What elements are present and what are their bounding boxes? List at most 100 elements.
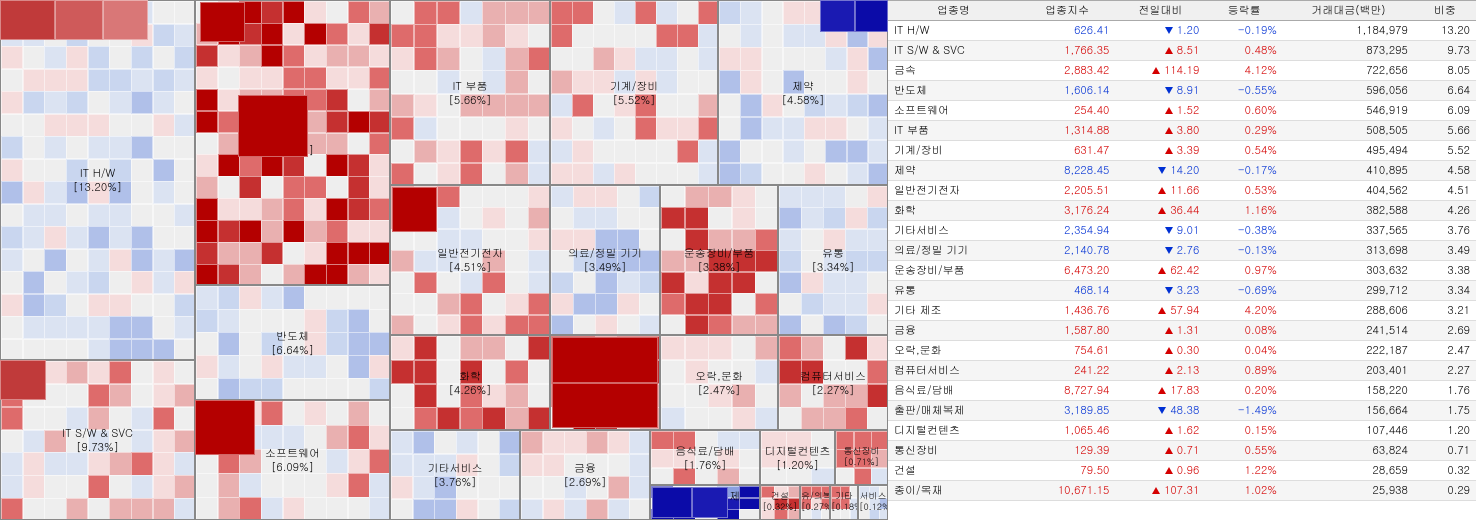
cell-pct: 0.15% [1205, 421, 1283, 441]
cell-index: 1,314.88 [1019, 121, 1115, 141]
treemap-cell[interactable]: 반도체[6.64%] [195, 285, 390, 400]
cell-weight: 3.21 [1414, 301, 1476, 321]
cell-name: 소프트웨어 [888, 101, 1019, 121]
triangle-up-icon [1165, 327, 1173, 334]
treemap-cell[interactable]: 기계/장비[5.52%] [550, 0, 718, 185]
triangle-up-icon [1165, 427, 1173, 434]
treemap-accent-tile [103, 0, 148, 40]
cell-delta: 107.31 [1115, 481, 1205, 501]
table-row[interactable]: IT H/W626.411.20-0.19%1,184,97913.20 [888, 21, 1476, 41]
cell-vol: 313,698 [1283, 241, 1414, 261]
cell-index: 1,587.80 [1019, 321, 1115, 341]
table-row[interactable]: 오락,문화754.610.300.04%222,1872.47 [888, 341, 1476, 361]
table-row[interactable]: 반도체1,606.148.91-0.55%596,0566.64 [888, 81, 1476, 101]
cell-vol: 25,938 [1283, 481, 1414, 501]
table-row[interactable]: 기타서비스2,354.949.01-0.38%337,5653.76 [888, 221, 1476, 241]
treemap-cell[interactable]: 오락,문화[2.47%] [660, 335, 778, 430]
cell-delta: 1.31 [1115, 321, 1205, 341]
cell-index: 3,189.85 [1019, 401, 1115, 421]
col-header[interactable]: 등락률 [1205, 1, 1283, 21]
cell-pct: 0.04% [1205, 341, 1283, 361]
table-row[interactable]: 소프트웨어254.401.520.60%546,9196.09 [888, 101, 1476, 121]
cell-delta: 57.94 [1115, 301, 1205, 321]
col-header[interactable]: 거래대금(백만) [1283, 1, 1414, 21]
cell-index: 79.50 [1019, 461, 1115, 481]
treemap-cell[interactable]: 금융[2.69%] [520, 430, 650, 520]
cell-pct: 0.53% [1205, 181, 1283, 201]
triangle-up-icon [1165, 107, 1173, 114]
col-header[interactable]: 비중 [1414, 1, 1476, 21]
treemap-cell[interactable]: 화학[4.26%] [390, 335, 550, 430]
table-row[interactable]: 디지털컨텐츠1,065.461.620.15%107,4461.20 [888, 421, 1476, 441]
cell-pct: -0.17% [1205, 161, 1283, 181]
treemap-cell[interactable]: 통신장비[0.71%] [835, 430, 888, 485]
cell-delta: 2.76 [1115, 241, 1205, 261]
cell-vol: 288,606 [1283, 301, 1414, 321]
triangle-up-icon [1152, 67, 1160, 74]
treemap-cell[interactable]: IT H/W[13.20%] [0, 0, 195, 360]
cell-name: 종이/목재 [888, 481, 1019, 501]
table-row[interactable]: 종이/목재10,671.15107.311.02%25,9380.29 [888, 481, 1476, 501]
cell-name: 컴퓨터서비스 [888, 361, 1019, 381]
sector-treemap[interactable]: IT H/W[13.20%]IT S/W & SVC[9.73%]금속[8.05… [0, 0, 888, 520]
treemap-cell[interactable]: IT 부품[5.66%] [390, 0, 550, 185]
table-row[interactable]: 건설79.500.961.22%28,6590.32 [888, 461, 1476, 481]
cell-delta: 8.91 [1115, 81, 1205, 101]
cell-delta: 8.51 [1115, 41, 1205, 61]
cell-pct: -1.49% [1205, 401, 1283, 421]
treemap-cell[interactable]: 기타[0.18%] [830, 485, 858, 520]
cell-weight: 3.34 [1414, 281, 1476, 301]
col-header[interactable]: 전일대비 [1115, 1, 1205, 21]
treemap-cell[interactable]: 운송장비/부품[3.38%] [660, 185, 778, 335]
table-row[interactable]: 화학3,176.2436.441.16%382,5884.26 [888, 201, 1476, 221]
cell-pct: -0.55% [1205, 81, 1283, 101]
treemap-cell[interactable]: 디지털컨텐츠[1.20%] [760, 430, 835, 485]
treemap-cell[interactable]: 음식료/담배[1.76%] [650, 430, 760, 485]
treemap-cell[interactable]: 기타서비스[3.76%] [390, 430, 520, 520]
triangle-up-icon [1158, 387, 1166, 394]
table-row[interactable]: 출판/매체복제3,189.8548.38-1.49%156,6641.75 [888, 401, 1476, 421]
cell-weight: 3.49 [1414, 241, 1476, 261]
table-row[interactable]: 의료/정밀 기기2,140.782.76-0.13%313,6983.49 [888, 241, 1476, 261]
cell-weight: 13.20 [1414, 21, 1476, 41]
treemap-cell[interactable]: 서비스[0.12%] [858, 485, 888, 520]
table-row[interactable]: 운송장비/부품6,473.2062.420.97%303,6323.38 [888, 261, 1476, 281]
table-row[interactable]: 기계/장비631.473.390.54%495,4945.52 [888, 141, 1476, 161]
table-row[interactable]: 유통468.143.23-0.69%299,7123.34 [888, 281, 1476, 301]
table-row[interactable]: 일반전기전자2,205.5111.660.53%404,5624.51 [888, 181, 1476, 201]
table-row[interactable]: IT S/W & SVC1,766.358.510.48%873,2959.73 [888, 41, 1476, 61]
treemap-accent-tile [552, 383, 658, 428]
col-header[interactable]: 업종지수 [1019, 1, 1115, 21]
cell-delta: 36.44 [1115, 201, 1205, 221]
table-row[interactable]: 제약8,228.4514.20-0.17%410,8954.58 [888, 161, 1476, 181]
table-row[interactable]: 기타 제조1,436.7657.944.20%288,6063.21 [888, 301, 1476, 321]
table-row[interactable]: 음식료/담배8,727.9417.830.20%158,2201.76 [888, 381, 1476, 401]
cell-pct: 0.08% [1205, 321, 1283, 341]
cell-name: IT 부품 [888, 121, 1019, 141]
triangle-up-icon [1158, 267, 1166, 274]
cell-pct: 4.20% [1205, 301, 1283, 321]
treemap-cell[interactable]: 유통[3.34%] [778, 185, 888, 335]
table-row[interactable]: 통신장비129.390.710.55%63,8240.71 [888, 441, 1476, 461]
cell-weight: 1.76 [1414, 381, 1476, 401]
cell-index: 6,473.20 [1019, 261, 1115, 281]
cell-delta: 1.20 [1115, 21, 1205, 41]
treemap-cell[interactable]: 유/의복[0.27%] [800, 485, 830, 520]
treemap-cell[interactable]: 건설[0.32%] [760, 485, 800, 520]
table-row[interactable]: 금융1,587.801.310.08%241,5142.69 [888, 321, 1476, 341]
triangle-up-icon [1165, 347, 1173, 354]
triangle-up-icon [1165, 147, 1173, 154]
table-row[interactable]: IT 부품1,314.883.800.29%508,5055.66 [888, 121, 1476, 141]
treemap-cell[interactable]: 컴퓨터서비스[2.27%] [778, 335, 888, 430]
cell-name: 일반전기전자 [888, 181, 1019, 201]
cell-vol: 404,562 [1283, 181, 1414, 201]
col-header[interactable]: 업종명 [888, 1, 1019, 21]
cell-name: 기타 제조 [888, 301, 1019, 321]
cell-name: 음식료/담배 [888, 381, 1019, 401]
table-row[interactable]: 컴퓨터서비스241.222.130.89%203,4012.27 [888, 361, 1476, 381]
treemap-cell[interactable]: 의료/정밀 기기[3.49%] [550, 185, 660, 335]
table-row[interactable]: 금속2,883.42114.194.12%722,6568.05 [888, 61, 1476, 81]
treemap-accent-tile [195, 400, 255, 455]
cell-index: 754.61 [1019, 341, 1115, 361]
cell-weight: 3.38 [1414, 261, 1476, 281]
